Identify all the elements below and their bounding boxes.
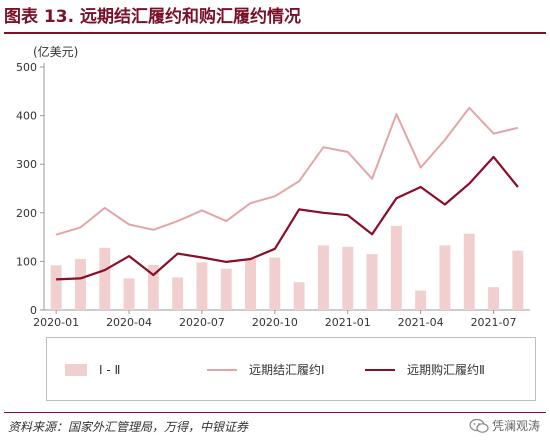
bar-diff <box>342 246 354 310</box>
bar-diff <box>366 254 378 310</box>
legend-item-settlement: 远期结汇履约Ⅰ <box>207 363 325 377</box>
bar-diff <box>123 278 135 310</box>
bar-diff <box>220 268 232 310</box>
legend-swatch-bar <box>65 364 87 376</box>
y-tick-label: 100 <box>16 255 37 268</box>
bar-diff <box>196 262 208 310</box>
bar-diff <box>488 287 500 310</box>
legend-label-purchase: 远期购汇履约Ⅱ <box>407 363 485 377</box>
legend-swatch-purchase-line <box>365 369 395 371</box>
y-axis-unit: (亿美元) <box>33 45 79 59</box>
bar-diff <box>317 245 329 310</box>
bar-diff <box>147 264 159 310</box>
bar-diff <box>50 265 62 310</box>
legend-label-diff: Ⅰ - Ⅱ <box>99 363 121 377</box>
wechat-icon <box>469 418 489 433</box>
y-tick-label: 0 <box>30 304 37 317</box>
legend-swatch-settlement-line <box>207 369 237 371</box>
bar-diff <box>439 245 451 310</box>
bar-diff <box>463 233 475 310</box>
bar-diff <box>172 277 184 310</box>
legend: Ⅰ - Ⅱ 远期结汇履约Ⅰ 远期购汇履约Ⅱ <box>46 337 536 401</box>
legend-item-purchase: 远期购汇履约Ⅱ <box>365 363 485 377</box>
y-tick-label: 200 <box>16 207 37 220</box>
bar-diff <box>512 250 524 310</box>
source-divider <box>4 412 546 413</box>
chart-canvas: 0 100 200 300 400 500 2020-01 2020-04 2020-07 202… <box>16 61 530 329</box>
bar-diff <box>74 258 86 310</box>
x-tick-label: 2020-01 <box>33 316 79 329</box>
y-tick-label: 300 <box>16 158 37 171</box>
line-purchase <box>56 155 519 281</box>
bar-diff <box>415 290 427 310</box>
bar-diff <box>99 247 111 310</box>
x-tick-label: 2021-04 <box>398 316 444 329</box>
watermark: 凭澜观涛 <box>469 417 540 434</box>
legend-label-settlement: 远期结汇履约Ⅰ <box>249 363 325 377</box>
x-tick-label: 2021-01 <box>325 316 371 329</box>
watermark-text: 凭澜观涛 <box>491 419 540 433</box>
source-note: 资料来源：国家外汇管理局，万得，中银证券 <box>8 420 249 434</box>
legend-item-diff: Ⅰ - Ⅱ <box>65 363 120 377</box>
y-tick-label: 500 <box>16 61 37 74</box>
bar-diff <box>390 225 402 310</box>
bar-diff <box>293 282 305 310</box>
bar-diff <box>245 258 257 310</box>
y-tick-label: 400 <box>16 110 37 123</box>
line-settlement <box>55 106 519 236</box>
title-divider <box>4 32 546 34</box>
x-tick-label: 2021-07 <box>471 316 517 329</box>
x-tick-label: 2020-04 <box>106 316 152 329</box>
x-tick-label: 2020-07 <box>179 316 225 329</box>
x-tick-label: 2020-10 <box>252 316 298 329</box>
chart-title: 图表 13. 远期结汇履约和购汇履约情况 <box>4 7 301 27</box>
bar-diff <box>269 257 281 310</box>
